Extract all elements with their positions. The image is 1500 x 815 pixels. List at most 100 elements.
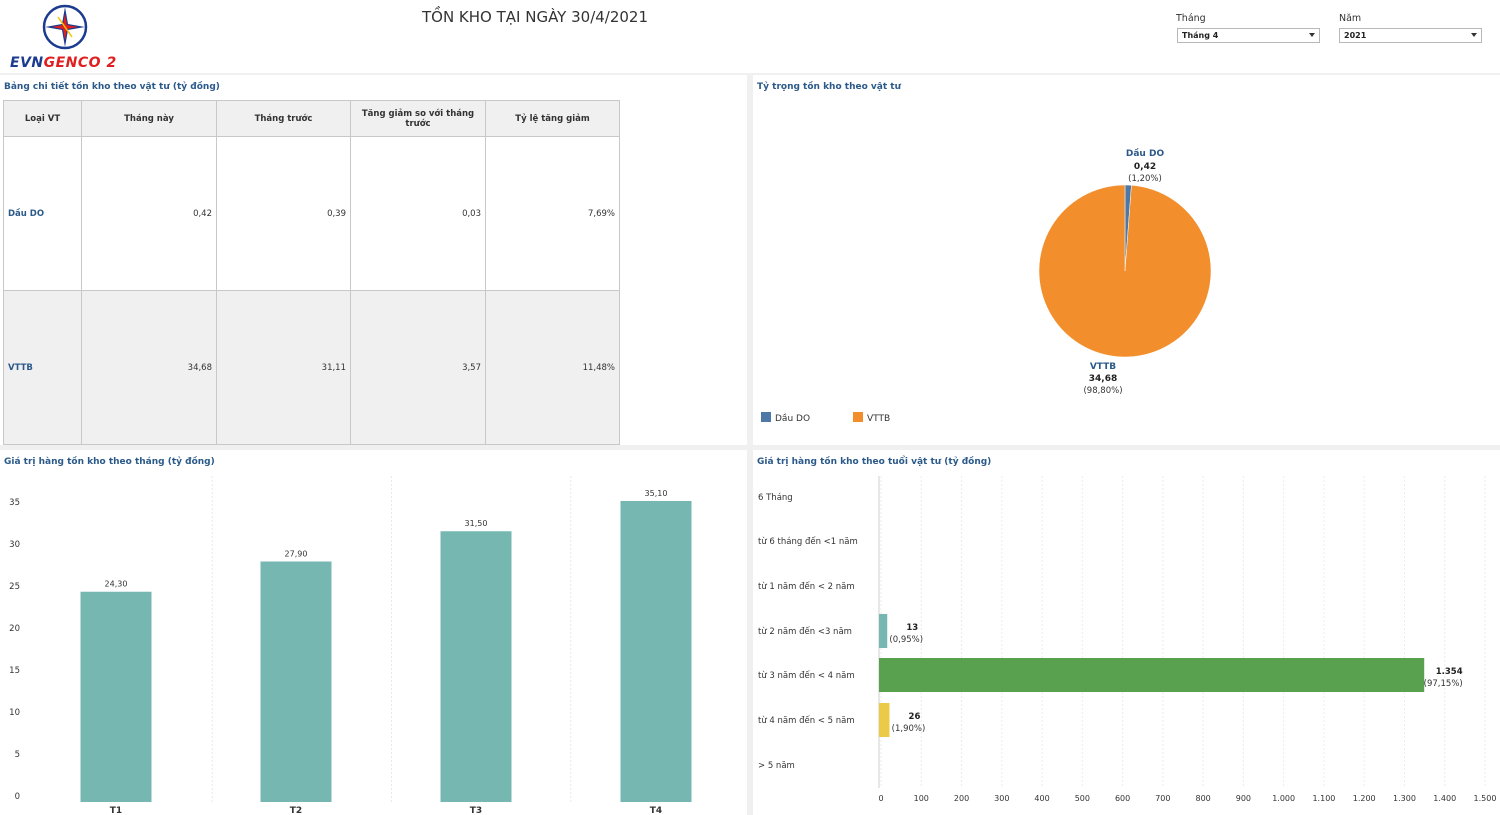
legend-swatch bbox=[853, 412, 863, 422]
x-tick-label: T4 bbox=[650, 806, 662, 815]
cell-last-month: 0,39 bbox=[216, 136, 351, 291]
chevron-down-icon bbox=[1471, 33, 1477, 37]
header: EVNGENCO 2 TỒN KHO TẠI NGÀY 30/4/2021 Th… bbox=[0, 0, 1500, 73]
column-header[interactable]: Tăng giảm so với tháng trước bbox=[350, 100, 486, 137]
column-header[interactable]: Tháng trước bbox=[216, 100, 351, 137]
bar[interactable] bbox=[620, 500, 692, 802]
monthly-bar-panel: Giá trị hàng tồn kho theo tháng (tỷ đồng… bbox=[0, 450, 747, 815]
y-tick-label: 5 bbox=[15, 750, 20, 760]
detail-table-title: Bảng chi tiết tồn kho theo vật tư (tỷ đồ… bbox=[4, 82, 220, 92]
bar-value-label: 13 bbox=[906, 623, 918, 633]
pie-label-value: 34,68 bbox=[1089, 374, 1117, 384]
chevron-down-icon bbox=[1309, 33, 1315, 37]
logo-text-evn: EVN bbox=[10, 55, 44, 71]
y-tick-label: từ 1 năm đến < 2 năm bbox=[758, 581, 855, 592]
pie-panel: Tỷ trọng tồn kho theo vật tư Dầu DO 0,42 (… bbox=[753, 75, 1500, 445]
monthly-chart-title: Giá trị hàng tồn kho theo tháng (tỷ đồng… bbox=[4, 457, 215, 467]
legend-swatch bbox=[761, 412, 771, 422]
cell-this-month: 0,42 bbox=[81, 136, 217, 291]
table-row: Dầu DO 0,42 0,39 0,03 7,69% bbox=[3, 136, 620, 291]
age-bar-panel: Giá trị hàng tồn kho theo tuổi vật tư (t… bbox=[753, 450, 1500, 815]
table-row: VTTB 34,68 31,11 3,57 11,48% bbox=[3, 290, 620, 445]
x-tick-label: 1.100 bbox=[1312, 794, 1335, 803]
evn-logo-icon bbox=[42, 4, 88, 50]
y-tick-label: 10 bbox=[9, 708, 20, 718]
x-tick-label: 1.000 bbox=[1272, 794, 1295, 803]
y-tick-label: 15 bbox=[9, 666, 20, 676]
bar[interactable] bbox=[440, 531, 512, 802]
cell-this-month: 34,68 bbox=[81, 290, 217, 445]
bar[interactable] bbox=[260, 561, 332, 802]
year-filter-label: Năm bbox=[1339, 13, 1362, 24]
year-filter-value: 2021 bbox=[1344, 31, 1367, 40]
company-logo-text: EVNGENCO 2 bbox=[10, 55, 117, 71]
row-name: Dầu DO bbox=[3, 136, 82, 291]
y-tick-label: 35 bbox=[9, 498, 20, 508]
x-tick-label: T1 bbox=[110, 806, 122, 815]
x-tick-label: T2 bbox=[290, 806, 302, 815]
month-filter-value: Tháng 4 bbox=[1182, 31, 1219, 40]
x-tick-label: 900 bbox=[1236, 794, 1251, 803]
pie-label-name: Dầu DO bbox=[1126, 148, 1165, 159]
year-filter-select[interactable]: 2021 bbox=[1339, 28, 1482, 43]
legend-label[interactable]: VTTB bbox=[867, 414, 890, 424]
age-chart-title: Giá trị hàng tồn kho theo tuổi vật tư (t… bbox=[757, 457, 992, 467]
y-tick-label: từ 3 năm đến < 4 năm bbox=[758, 670, 855, 681]
x-tick-label: 500 bbox=[1075, 794, 1090, 803]
y-tick-label: từ 4 năm đến < 5 năm bbox=[758, 715, 855, 726]
y-tick-label: 30 bbox=[9, 540, 20, 550]
x-tick-label: 300 bbox=[994, 794, 1009, 803]
row-name: VTTB bbox=[3, 290, 82, 445]
pie-label-name: VTTB bbox=[1090, 362, 1116, 372]
bar[interactable] bbox=[80, 591, 152, 802]
month-filter-select[interactable]: Tháng 4 bbox=[1177, 28, 1320, 43]
x-tick-label: 100 bbox=[914, 794, 929, 803]
y-tick-label: 25 bbox=[9, 582, 20, 592]
bar-percent-label: (1,90%) bbox=[892, 724, 926, 734]
column-header[interactable]: Loại VT bbox=[3, 100, 82, 137]
page-title: TỒN KHO TẠI NGÀY 30/4/2021 bbox=[421, 8, 649, 26]
x-tick-label: 1.300 bbox=[1393, 794, 1416, 803]
x-tick-label: 800 bbox=[1195, 794, 1210, 803]
column-header[interactable]: Tỷ lệ tăng giảm bbox=[485, 100, 620, 137]
bar-value-label: 1.354 bbox=[1436, 667, 1463, 677]
bar[interactable] bbox=[879, 614, 888, 648]
x-tick-label: 1.400 bbox=[1433, 794, 1456, 803]
cell-rate: 7,69% bbox=[485, 136, 620, 291]
x-tick-label: 600 bbox=[1115, 794, 1130, 803]
bar-value-label: 31,50 bbox=[465, 519, 488, 528]
y-tick-label: 20 bbox=[9, 624, 20, 634]
bar-percent-label: (0,95%) bbox=[889, 635, 923, 645]
bar-value-label: 27,90 bbox=[285, 549, 308, 558]
column-header[interactable]: Tháng này bbox=[81, 100, 217, 137]
bar-value-label: 35,10 bbox=[645, 489, 668, 498]
x-tick-label: 0 bbox=[878, 794, 883, 803]
y-tick-label: từ 6 tháng đến <1 năm bbox=[758, 536, 858, 547]
pie-chart-title: Tỷ trọng tồn kho theo vật tư bbox=[757, 82, 901, 92]
y-tick-label: 6 Tháng bbox=[758, 493, 793, 503]
legend-label[interactable]: Dầu DO bbox=[775, 413, 810, 424]
cell-change: 0,03 bbox=[350, 136, 486, 291]
pie-label-value: 0,42 bbox=[1134, 162, 1156, 172]
cell-rate: 11,48% bbox=[485, 290, 620, 445]
pie-label-percent: (1,20%) bbox=[1128, 174, 1162, 184]
y-tick-label: 0 bbox=[15, 792, 20, 802]
bar-value-label: 26 bbox=[909, 712, 921, 722]
x-tick-label: 1.200 bbox=[1353, 794, 1376, 803]
table-header-row: Loại VT Tháng này Tháng trước Tăng giảm … bbox=[3, 100, 620, 137]
bar[interactable] bbox=[879, 658, 1425, 692]
detail-table-panel: Bảng chi tiết tồn kho theo vật tư (tỷ đồ… bbox=[0, 75, 747, 445]
monthly-bar-chart: 0 5 10 15 20 25 30 35 24,30 T1 27,90 T2 31,50 T3 35,10… bbox=[9, 476, 692, 815]
x-tick-label: 400 bbox=[1034, 794, 1049, 803]
x-tick-label: 200 bbox=[954, 794, 969, 803]
age-bar-chart: 0 100 200 300 400 500 600 700 800 900 1.000 1.100 1.… bbox=[758, 476, 1496, 803]
bar[interactable] bbox=[879, 703, 890, 737]
bar-value-label: 24,30 bbox=[105, 580, 128, 589]
bar-percent-label: (97,15%) bbox=[1424, 679, 1463, 689]
pie-slice[interactable] bbox=[1038, 184, 1212, 358]
pie-chart: Dầu DO 0,42 (1,20%) VTTB 34,68 (98,80%) Dầu DO… bbox=[761, 148, 1212, 424]
pie-label-percent: (98,80%) bbox=[1083, 386, 1122, 396]
x-tick-label: 700 bbox=[1155, 794, 1170, 803]
month-filter-label: Tháng bbox=[1176, 13, 1206, 24]
detail-table: Loại VT Tháng này Tháng trước Tăng giảm … bbox=[3, 100, 620, 445]
